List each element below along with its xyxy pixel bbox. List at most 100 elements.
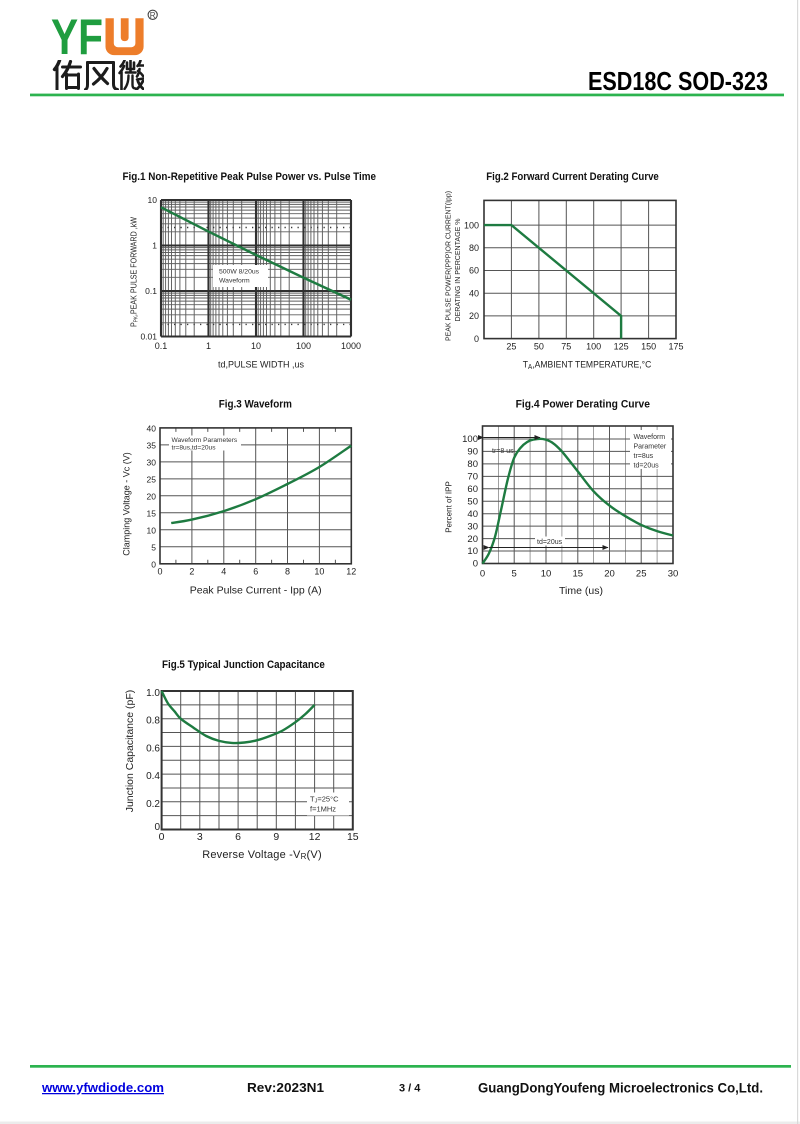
svg-text:20: 20 — [467, 534, 478, 545]
svg-text:10: 10 — [148, 195, 158, 205]
svg-text:PEAK PULSE POWER(PPP)OR CURRE: PEAK PULSE POWER(PPP)OR CURRENT(Ipp) — [444, 191, 453, 341]
svg-text:GuangDongYoufeng Microelectron: GuangDongYoufeng Microelectronics Co,Ltd… — [478, 1081, 763, 1096]
svg-text:60: 60 — [467, 484, 478, 495]
svg-text:70: 70 — [467, 472, 478, 483]
svg-text:1: 1 — [152, 241, 157, 251]
svg-text:30: 30 — [147, 458, 157, 468]
svg-text:0.01: 0.01 — [140, 332, 157, 342]
svg-text:10: 10 — [314, 567, 324, 577]
svg-text:125: 125 — [614, 342, 629, 352]
svg-text:Rev:2023N1: Rev:2023N1 — [247, 1081, 324, 1095]
svg-text:100: 100 — [464, 220, 479, 230]
svg-text:0: 0 — [480, 569, 485, 580]
svg-text:www.yfwdiode.com: www.yfwdiode.com — [41, 1081, 164, 1095]
svg-text:0: 0 — [474, 334, 479, 344]
svg-text:0.2: 0.2 — [146, 799, 160, 810]
svg-text:0.4: 0.4 — [146, 771, 160, 782]
svg-text:TJ=25°C: TJ=25°C — [310, 795, 339, 805]
svg-text:0.6: 0.6 — [146, 743, 160, 754]
svg-text:9: 9 — [273, 831, 279, 843]
svg-text:6: 6 — [253, 567, 258, 577]
svg-text:15: 15 — [147, 509, 157, 519]
svg-text:Parameter: Parameter — [634, 444, 667, 451]
svg-text:30: 30 — [467, 521, 478, 532]
svg-text:0.1: 0.1 — [155, 341, 168, 351]
svg-text:80: 80 — [467, 459, 478, 470]
svg-text:Waveform: Waveform — [634, 434, 666, 441]
svg-text:2: 2 — [189, 567, 194, 577]
svg-text:td=20us: td=20us — [537, 539, 563, 546]
svg-text:6: 6 — [235, 831, 241, 843]
svg-text:Fig.2 Forward Current Deratin: Fig.2 Forward Current Derating Curve — [486, 171, 659, 183]
svg-text:10: 10 — [251, 341, 261, 351]
svg-text:3: 3 — [197, 831, 203, 843]
svg-text:100: 100 — [462, 434, 478, 445]
svg-text:Waveform: Waveform — [219, 278, 250, 285]
svg-text:90: 90 — [467, 447, 478, 458]
svg-text:Waveform Parameters: Waveform Parameters — [172, 437, 238, 444]
svg-text:tr=8 us: tr=8 us — [492, 448, 514, 455]
svg-text:0: 0 — [473, 559, 478, 570]
svg-text:100: 100 — [586, 342, 601, 352]
svg-text:10: 10 — [147, 526, 157, 536]
svg-text:20: 20 — [147, 492, 157, 502]
svg-text:Fig.3 Waveform: Fig.3 Waveform — [219, 399, 292, 411]
svg-text:500W 8/20us: 500W 8/20us — [219, 269, 260, 276]
svg-text:40: 40 — [147, 424, 157, 434]
svg-text:0: 0 — [154, 822, 160, 833]
svg-text:Time (us): Time (us) — [559, 585, 603, 597]
svg-text:Clamping Voltage - Vc (V): Clamping Voltage - Vc (V) — [122, 452, 132, 556]
svg-text:12: 12 — [309, 831, 321, 843]
svg-text:25: 25 — [147, 475, 157, 485]
svg-text:Junction Capacitance (pF): Junction Capacitance (pF) — [124, 690, 136, 813]
svg-text:Reverse Voltage -VR(V): Reverse Voltage -VR(V) — [202, 849, 322, 861]
svg-text:3 / 4: 3 / 4 — [399, 1083, 421, 1095]
svg-text:Percent of IPP: Percent of IPP — [445, 481, 454, 533]
svg-text:150: 150 — [641, 342, 656, 352]
svg-text:25: 25 — [506, 342, 516, 352]
svg-text:YF: YF — [51, 9, 103, 65]
svg-text:0: 0 — [159, 831, 165, 843]
svg-text:30: 30 — [668, 569, 679, 580]
svg-text:1: 1 — [206, 341, 211, 351]
svg-text:R: R — [150, 11, 156, 20]
svg-text:tr=8us: tr=8us — [634, 453, 654, 460]
svg-text:15: 15 — [573, 569, 584, 580]
svg-text:35: 35 — [147, 441, 157, 451]
svg-text:Fig.5 Typical Junction Capaci: Fig.5 Typical Junction Capacitance — [162, 659, 325, 671]
svg-text:tr=8us,td=20us: tr=8us,td=20us — [172, 445, 217, 452]
svg-text:1.0: 1.0 — [146, 688, 160, 699]
svg-text:20: 20 — [469, 311, 479, 321]
svg-text:50: 50 — [534, 342, 544, 352]
svg-text:60: 60 — [469, 266, 479, 276]
svg-text:ESD18C SOD-323: ESD18C SOD-323 — [588, 66, 768, 96]
svg-text:0.1: 0.1 — [145, 286, 157, 296]
svg-text:80: 80 — [469, 243, 479, 253]
svg-text:DERATING IN PERCENTAGE %: DERATING IN PERCENTAGE % — [453, 218, 462, 321]
svg-text:Peak Pulse Current - Ipp (A): Peak Pulse Current - Ipp (A) — [190, 585, 322, 597]
svg-text:td,PULSE WIDTH ,us: td,PULSE WIDTH ,us — [218, 360, 304, 371]
svg-text:50: 50 — [467, 496, 478, 507]
svg-text:15: 15 — [347, 831, 359, 843]
svg-text:20: 20 — [604, 569, 615, 580]
svg-text:td=20us: td=20us — [634, 463, 660, 470]
svg-text:4: 4 — [221, 567, 226, 577]
svg-text:25: 25 — [636, 569, 647, 580]
svg-text:8: 8 — [285, 567, 290, 577]
svg-text:40: 40 — [467, 509, 478, 520]
svg-text:100: 100 — [296, 341, 311, 351]
svg-text:TA,AMBIENT TEMPERATURE,°C: TA,AMBIENT TEMPERATURE,°C — [523, 360, 652, 372]
svg-text:75: 75 — [561, 342, 571, 352]
svg-text:12: 12 — [346, 567, 356, 577]
svg-text:PPK,PEAK PULSE FORWARD ,kW: PPK,PEAK PULSE FORWARD ,kW — [129, 217, 140, 327]
svg-text:1000: 1000 — [341, 341, 361, 351]
svg-text:0.8: 0.8 — [146, 716, 160, 727]
svg-text:10: 10 — [541, 569, 552, 580]
svg-text:175: 175 — [668, 342, 683, 352]
svg-text:5: 5 — [151, 543, 156, 553]
svg-text:Fig.4 Power Derating Curve: Fig.4 Power Derating Curve — [516, 399, 650, 411]
svg-text:10: 10 — [467, 546, 478, 557]
svg-text:5: 5 — [512, 569, 517, 580]
svg-text:0: 0 — [151, 560, 156, 570]
svg-text:40: 40 — [469, 288, 479, 298]
